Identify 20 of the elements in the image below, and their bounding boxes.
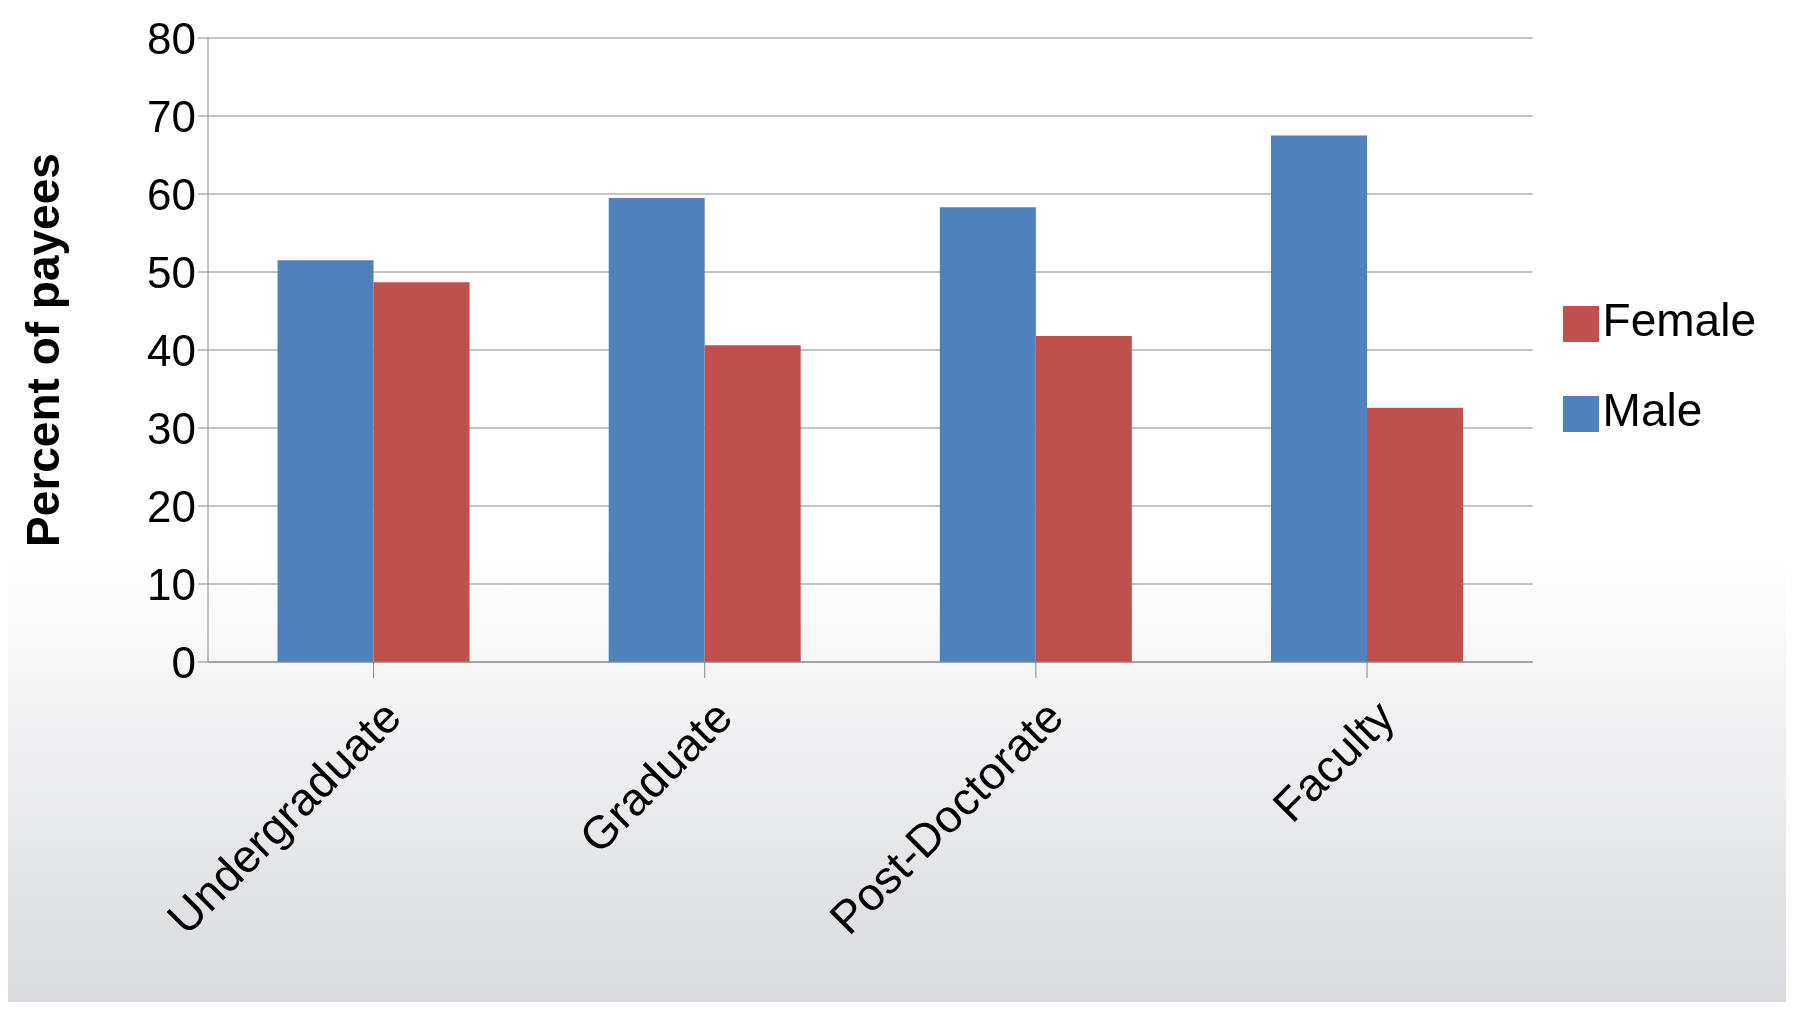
y-tick-label: 50 — [147, 247, 196, 297]
bar — [1271, 135, 1367, 662]
bar — [1035, 335, 1132, 662]
y-tick-label: 70 — [147, 91, 196, 141]
bar — [939, 207, 1036, 662]
y-tick-label: 80 — [147, 13, 196, 63]
y-tick-label: 0 — [171, 637, 196, 687]
y-tick-label: 10 — [147, 559, 196, 609]
bar — [373, 282, 470, 662]
y-axis-title: Percent of payees — [17, 153, 70, 547]
bar — [704, 345, 801, 662]
bar — [277, 260, 374, 662]
legend-label: Male — [1602, 384, 1703, 436]
y-tick-label: 30 — [147, 403, 196, 453]
y-tick-label: 20 — [147, 481, 196, 531]
legend-label: Female — [1602, 294, 1756, 346]
bar — [608, 197, 705, 662]
y-tick-label: 40 — [147, 325, 196, 375]
y-tick-label: 60 — [147, 169, 196, 219]
bar — [1367, 407, 1463, 662]
